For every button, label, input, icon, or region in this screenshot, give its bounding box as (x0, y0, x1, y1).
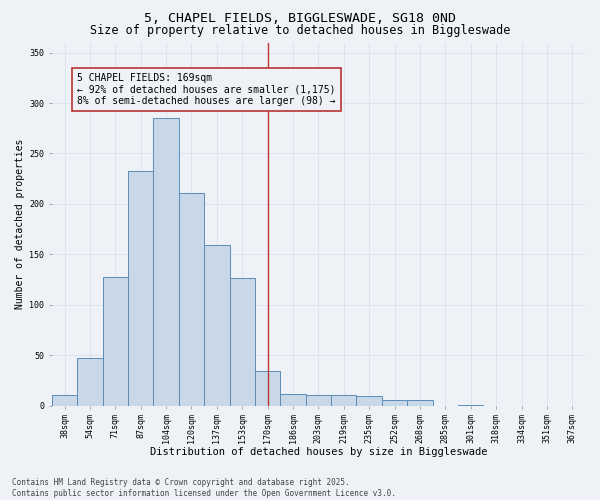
Bar (458, 404, 484, 406)
Bar (306, 394, 331, 406)
Bar (382, 400, 407, 406)
X-axis label: Distribution of detached houses by size in Biggleswade: Distribution of detached houses by size … (149, 448, 487, 458)
Bar (154, 118, 179, 406)
Text: Size of property relative to detached houses in Biggleswade: Size of property relative to detached ho… (90, 24, 510, 37)
Bar (407, 400, 433, 406)
Bar (230, 278, 255, 406)
Bar (255, 372, 280, 406)
Bar (204, 246, 230, 406)
Bar (280, 394, 306, 406)
Bar (179, 193, 204, 406)
Bar (128, 170, 154, 406)
Text: 5, CHAPEL FIELDS, BIGGLESWADE, SG18 0ND: 5, CHAPEL FIELDS, BIGGLESWADE, SG18 0ND (144, 12, 456, 26)
Bar (331, 394, 356, 406)
Bar (77, 358, 103, 406)
Y-axis label: Number of detached properties: Number of detached properties (15, 139, 25, 310)
Bar (52, 394, 77, 406)
Text: 5 CHAPEL FIELDS: 169sqm
← 92% of detached houses are smaller (1,175)
8% of semi-: 5 CHAPEL FIELDS: 169sqm ← 92% of detache… (77, 73, 335, 106)
Text: Contains HM Land Registry data © Crown copyright and database right 2025.
Contai: Contains HM Land Registry data © Crown c… (12, 478, 396, 498)
Bar (103, 276, 128, 406)
Bar (356, 396, 382, 406)
